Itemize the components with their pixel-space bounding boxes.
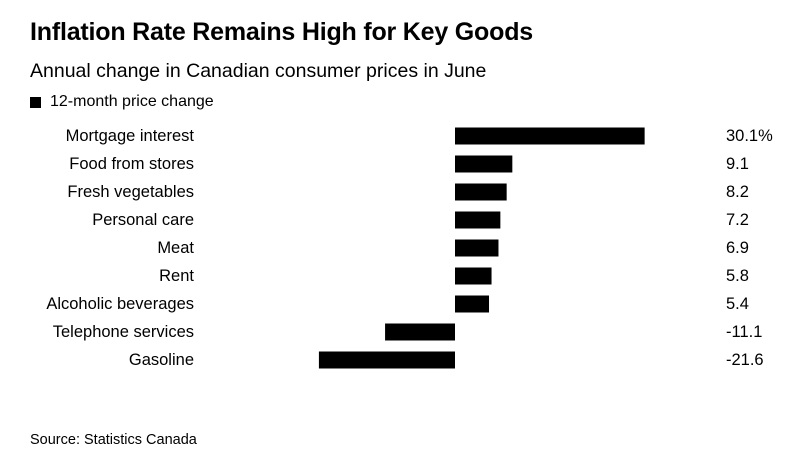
bar (385, 323, 455, 341)
value-label: 7.2 (726, 211, 749, 229)
category-label: Food from stores (69, 155, 194, 173)
bar (455, 239, 499, 257)
value-label: 5.4 (726, 295, 749, 313)
value-label: 9.1 (726, 155, 749, 173)
value-label: 30.1% (726, 127, 773, 145)
category-label: Telephone services (53, 323, 194, 341)
category-label: Meat (157, 239, 194, 257)
chart-subtitle: Annual change in Canadian consumer price… (30, 60, 487, 82)
legend: 12-month price change (30, 93, 214, 111)
value-label: 6.9 (726, 239, 749, 257)
bar (455, 295, 490, 313)
value-label: 8.2 (726, 183, 749, 201)
category-label: Fresh vegetables (67, 183, 194, 201)
source-note: Source: Statistics Canada (30, 432, 197, 448)
value-label: -21.6 (726, 351, 764, 369)
category-label: Mortgage interest (66, 127, 195, 145)
legend-label: 12-month price change (50, 93, 214, 110)
category-label: Gasoline (129, 351, 194, 369)
category-label: Rent (159, 267, 194, 285)
category-label: Personal care (92, 211, 194, 229)
category-label: Alcoholic beverages (46, 295, 194, 313)
bar (455, 211, 501, 229)
bar (455, 183, 507, 201)
legend-swatch (30, 96, 41, 108)
bar (318, 351, 455, 369)
chart-title: Inflation Rate Remains High for Key Good… (30, 18, 533, 46)
value-label: 5.8 (726, 267, 749, 285)
value-label: -11.1 (726, 323, 762, 341)
bar (455, 155, 513, 173)
bar (455, 267, 492, 285)
bar (455, 127, 645, 145)
